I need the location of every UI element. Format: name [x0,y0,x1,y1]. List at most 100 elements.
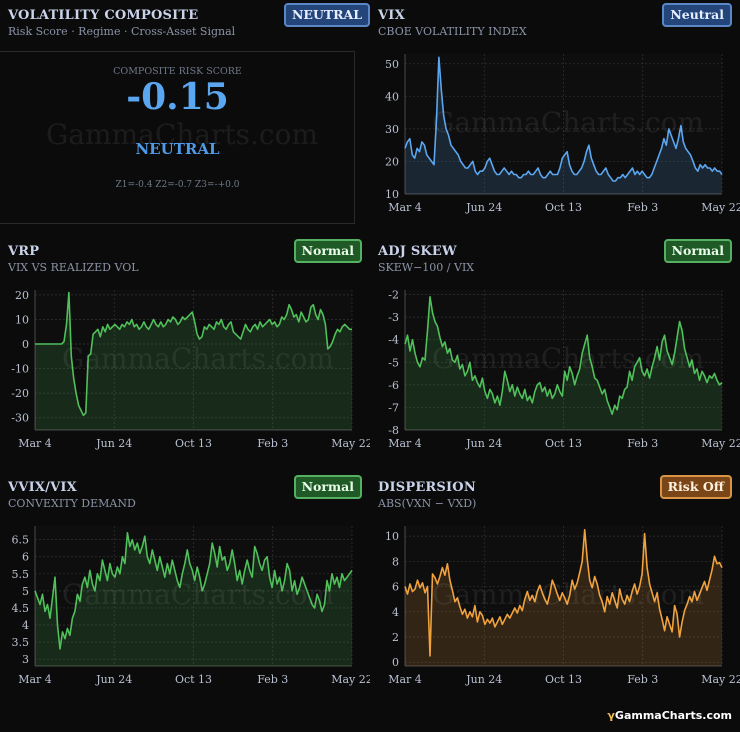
dispersion-xtick-label: May 22 [701,673,740,686]
vvix_vix-xtick-label: Jun 24 [95,673,132,686]
vrp-badge: Normal [293,239,362,263]
vrp-ytick-label: -30 [11,412,29,425]
adj_skew-ytick-label: -3 [388,311,399,324]
composite-panel: VOLATILITY COMPOSITE Risk Score · Regime… [0,0,371,236]
vrp-area-fill [35,292,352,430]
footer-brand: γGammaCharts.com [607,709,732,722]
vix-ytick-label: 50 [385,58,399,71]
dispersion-ytick-label: 4 [392,606,399,619]
vrp-title: VRP [8,244,40,259]
vrp-panel: VRP VIX VS REALIZED VOL Normal -30 -20 -10 0 10… [0,236,370,472]
vvix_vix-xtick-label: May 22 [331,673,370,686]
adj_skew-ytick-label: -6 [388,379,399,392]
adj_skew-ytick-label: -7 [388,401,399,414]
vvix_vix-ytick-label: 3.5 [12,636,30,649]
dispersion-xtick-label: Oct 13 [545,673,582,686]
composite-title: VOLATILITY COMPOSITE [8,8,199,23]
gamma-icon: γ [607,709,615,722]
composite-score-box [0,51,355,224]
adj_skew-series-line [404,295,723,415]
vvix-vix-panel: VVIX/VIX CONVEXITY DEMAND Normal 3 3.5 4 4.5 5 5… [0,472,370,708]
vvix_vix-ytick-label: 4 [22,619,29,632]
vvix_vix-ytick-label: 6.5 [12,534,30,547]
composite-regime: NEUTRAL [135,140,220,158]
adj_skew-ytick-label: -2 [388,289,399,302]
dispersion-ytick-label: 6 [392,581,399,594]
footer-brand-text: GammaCharts.com [614,709,732,722]
vvix_vix-ytick-label: 3 [22,653,29,666]
adj_skew-ytick-label: -8 [388,424,399,437]
dispersion-ytick-label: 10 [385,530,399,543]
vvix_vix-subtitle: CONVEXITY DEMAND [8,497,136,510]
vix-title: VIX [378,8,405,23]
dispersion-title: DISPERSION [378,480,476,495]
vrp-series-line [35,291,352,417]
vix-badge: Neutral [662,3,732,27]
adj_skew-subtitle: SKEW−100 / VIX [378,261,475,274]
adj_skew-title: ADJ SKEW [378,244,457,259]
composite-badge: NEUTRAL [284,3,371,27]
vix-xtick-label: Jun 24 [465,201,502,214]
vrp-chart: -30 -20 -10 0 10 20 Mar 4 Jun 24 Oct 13 Feb 3 May … [11,289,370,450]
vrp-xtick-label: Jun 24 [95,437,132,450]
dispersion-ytick-label: 2 [392,631,399,644]
adj_skew-ytick-label: -5 [388,356,399,369]
vix-series-line [404,56,723,182]
vvix_vix-ytick-label: 5 [22,585,29,598]
vix-ytick-label: 30 [385,123,399,136]
vvix_vix-series-line [34,531,353,650]
vix-ytick-label: 20 [385,155,399,168]
vrp-xtick-label: Oct 13 [175,437,212,450]
adj_skew-xtick-label: Jun 24 [465,437,502,450]
vrp-ytick-label: 20 [15,289,29,302]
dispersion-xtick-label: Feb 3 [627,673,658,686]
vvix_vix-xtick-label: Mar 4 [18,673,52,686]
vvix_vix-ytick-label: 4.5 [12,602,30,615]
vix-panel: VIX CBOE VOLATILITY INDEX Neutral 10 20 30 40 5… [370,0,740,236]
vrp-subtitle: VIX VS REALIZED VOL [8,261,139,274]
dispersion-xtick-label: Mar 4 [388,673,422,686]
vix-xtick-label: Oct 13 [545,201,582,214]
vix-xtick-label: May 22 [701,201,740,214]
adj_skew-xtick-label: Mar 4 [388,437,422,450]
vvix_vix-ytick-label: 5.5 [12,568,30,581]
dispersion-panel: DISPERSION ABS(VXN − VXD) Risk Off 0 2 4 6 8 10 M… [370,472,740,708]
vrp-xtick-label: Mar 4 [18,437,52,450]
dispersion-subtitle: ABS(VXN − VXD) [378,497,477,510]
dispersion-chart: 0 2 4 6 8 10 Mar 4 Jun 24 Oct 13 Feb 3 May 22 [385,526,740,686]
vvix_vix-badge: Normal [293,475,362,499]
vix-chart: 10 20 30 40 50 Mar 4 Jun 24 Oct 13 Feb 3 May 22 [385,54,740,214]
vix-xtick-label: Mar 4 [388,201,422,214]
vix-area-fill [405,57,722,194]
vvix_vix-xtick-label: Feb 3 [257,673,288,686]
dispersion-series-line [404,528,723,657]
composite-score-value: -0.15 [126,76,229,118]
adj_skew-area-fill [405,296,722,430]
dispersion-ytick-label: 8 [392,555,399,568]
adj_skew-badge: Normal [663,239,732,263]
vix-ytick-label: 10 [385,188,399,201]
dispersion-badge: Risk Off [659,475,732,499]
vrp-xtick-label: Feb 3 [257,437,288,450]
adj_skew-xtick-label: May 22 [701,437,740,450]
vrp-ytick-label: 10 [15,313,29,326]
composite-zscores: Z1=-0.4 Z2=-0.7 Z3=-+0.0 [115,180,240,190]
vrp-ytick-label: -10 [11,363,29,376]
adj_skew-chart: -8 -7 -6 -5 -4 -3 -2 Mar 4 Jun 24 Oct 13 Feb 3 May … [388,289,740,450]
vvix_vix-title: VVIX/VIX [8,480,77,495]
adj-skew-panel: ADJ SKEW SKEW−100 / VIX Normal -8 -7 -6 -5 -4 -3… [370,236,740,472]
adj_skew-xtick-label: Oct 13 [545,437,582,450]
vvix_vix-xtick-label: Oct 13 [175,673,212,686]
vix-xtick-label: Feb 3 [627,201,658,214]
vvix_vix-chart: 3 3.5 4 4.5 5 5.5 6 6.5 Mar 4 Jun 24 Oct 13 Feb 3 Ma… [12,526,370,686]
adj_skew-xtick-label: Feb 3 [627,437,658,450]
composite-score-label: COMPOSITE RISK SCORE [113,66,242,77]
adj_skew-ytick-label: -4 [388,334,399,347]
vix-subtitle: CBOE VOLATILITY INDEX [378,25,527,38]
vrp-ytick-label: -20 [11,387,29,400]
composite-subtitle: Risk Score · Regime · Cross-Asset Signal [8,25,236,38]
vvix_vix-ytick-label: 6 [22,551,29,564]
dispersion-xtick-label: Jun 24 [465,673,502,686]
dispersion-ytick-label: 0 [392,656,399,669]
vix-ytick-label: 40 [385,90,399,103]
